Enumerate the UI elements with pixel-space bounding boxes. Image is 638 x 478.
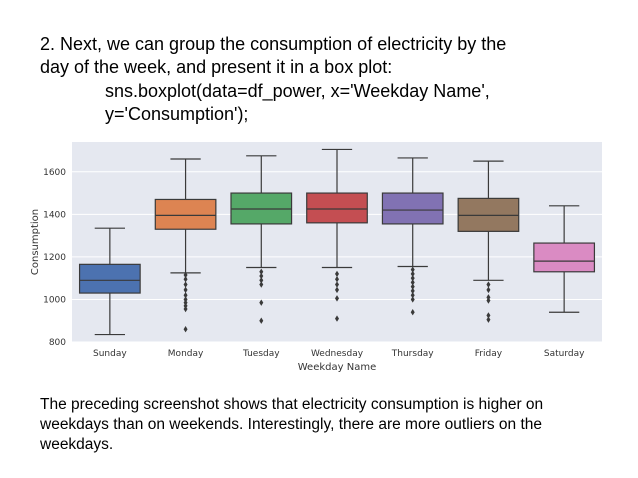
- x-tick-label: Wednesday: [311, 349, 364, 359]
- box-monday: [154, 158, 217, 333]
- outlier-point: [410, 283, 415, 290]
- x-tick-labels: Sunday Monday Tuesday Wednesday Thursday Frid…: [93, 349, 585, 359]
- box-plot-chart: 800 1000 1200 1400 1600 Sunday Monday Tuesday W…: [30, 142, 602, 373]
- outlier-point: [183, 271, 188, 279]
- outlier-point: [335, 286, 339, 294]
- y-tick-labels: 800 1000 1200 1400 1600: [43, 168, 66, 348]
- footer-line-2: weekdays than on weekends. Interestingly…: [40, 416, 543, 433]
- outlier-point: [259, 281, 264, 288]
- box-saturday: [533, 205, 596, 313]
- outlier-point: [335, 270, 339, 278]
- box-friday: [457, 160, 520, 323]
- outlier-point: [183, 305, 188, 313]
- outlier-point: [259, 317, 264, 324]
- y-tick-label: 1000: [43, 295, 66, 305]
- x-tick-label: Thursday: [391, 349, 435, 359]
- outlier-point: [410, 309, 415, 316]
- y-tick-label: 800: [49, 338, 66, 348]
- x-tick-label: Sunday: [93, 349, 127, 359]
- outlier-point: [335, 295, 339, 302]
- outlier-point: [259, 277, 264, 284]
- outlier-point: [259, 299, 264, 306]
- box-iqr: [154, 198, 217, 230]
- outlier-point: [183, 286, 188, 294]
- footer-line-3: weekdays.: [40, 436, 114, 453]
- y-tick-label: 1200: [43, 253, 66, 263]
- outlier-point: [410, 266, 415, 273]
- y-tick-label: 1600: [43, 168, 66, 178]
- outlier-point: [486, 312, 491, 319]
- box-tuesday: [230, 155, 293, 324]
- outlier-point: [410, 291, 415, 299]
- heading-line-1: 2. Next, we can group the consumption of…: [40, 34, 507, 54]
- outlier-point: [335, 315, 339, 322]
- footer-text: The preceding screenshot shows that elec…: [40, 395, 600, 455]
- outlier-point: [259, 272, 264, 280]
- outlier-point: [410, 270, 415, 278]
- y-axis-label: Consumption: [30, 209, 41, 275]
- box-iqr: [78, 263, 141, 294]
- outlier-point: [410, 279, 415, 286]
- x-tick-label: Saturday: [544, 349, 585, 359]
- code-line-2: y='Consumption');: [105, 104, 249, 124]
- box-iqr: [306, 192, 368, 224]
- box-iqr: [381, 192, 444, 225]
- outlier-point: [259, 268, 264, 275]
- box-wednesday: [306, 148, 368, 322]
- box-thursday: [381, 157, 444, 316]
- outlier-point: [410, 274, 415, 282]
- x-tick-label: Tuesday: [242, 349, 280, 359]
- heading-line-2: day of the week, and present it in a box…: [40, 57, 393, 77]
- box-group: [78, 148, 596, 336]
- x-tick-label: Monday: [168, 349, 204, 359]
- outlier-point: [183, 291, 188, 299]
- x-tick-label: Friday: [475, 349, 503, 359]
- outlier-point: [410, 287, 415, 295]
- y-tick-label: 1400: [43, 210, 66, 220]
- outlier-point: [486, 297, 491, 304]
- box-sunday: [78, 227, 141, 336]
- code-line-1: sns.boxplot(data=df_power, x='Weekday Na…: [105, 81, 490, 101]
- footer-line-1: The preceding screenshot shows that elec…: [40, 396, 544, 413]
- x-axis-label: Weekday Name: [298, 362, 376, 373]
- box-iqr: [533, 242, 596, 273]
- outlier-point: [486, 286, 491, 294]
